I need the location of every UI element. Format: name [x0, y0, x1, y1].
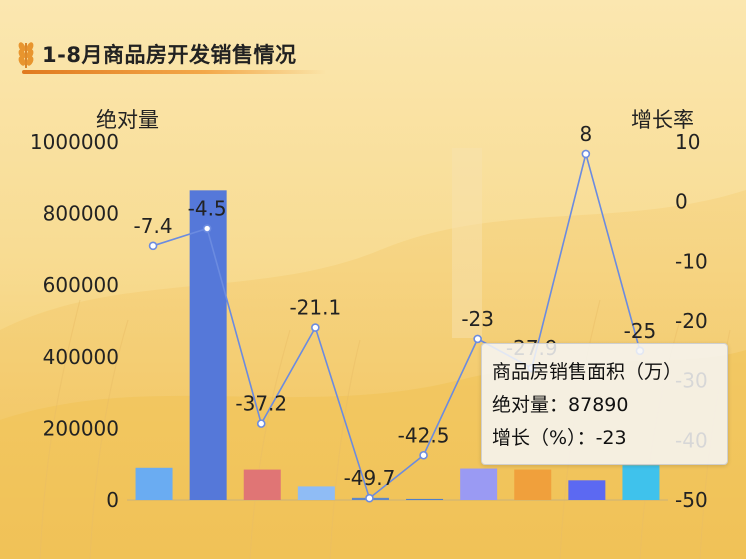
right-tick-label: 0: [675, 190, 688, 214]
growth-point: [365, 493, 374, 503]
left-axis-title: 绝对量: [96, 108, 159, 132]
bar: [297, 486, 335, 500]
left-tick-label: 0: [106, 488, 119, 512]
chart-header: 1-8月商品房开发销售情况: [14, 36, 296, 72]
bar: [243, 469, 281, 500]
growth-line: [152, 150, 641, 500]
bar: [189, 190, 227, 500]
chart-title: 1-8月商品房开发销售情况: [42, 43, 297, 67]
growth-data-label: -42.5: [398, 423, 450, 447]
tooltip-series-name: 商品房销售面积（万）: [492, 361, 683, 383]
growth-point: [311, 323, 320, 332]
bar: [406, 498, 444, 500]
right-tick-label: 10: [675, 130, 700, 154]
growth-point: [148, 241, 158, 251]
tooltip-value-row: 绝对量：87890: [492, 394, 629, 416]
left-tick-label: 200000: [43, 416, 119, 440]
growth-data-label: 8: [579, 122, 592, 146]
bar: [514, 469, 552, 500]
tooltip-growth: -23: [595, 427, 627, 449]
tooltip-growth-row: 增长（%）：-23: [492, 427, 627, 449]
growth-point: [419, 450, 428, 460]
growth-data-label: -7.4: [134, 214, 173, 238]
right-tick-label: -20: [675, 309, 708, 333]
right-tick-label: -10: [675, 249, 708, 273]
right-tick-label: -50: [675, 488, 708, 512]
growth-point: [581, 149, 591, 159]
left-tick-label: 400000: [43, 345, 119, 369]
growth-data-label: -4.5: [188, 197, 227, 221]
growth-data-label: -37.2: [235, 392, 287, 416]
growth-data-label: -25: [624, 319, 657, 343]
tooltip-growth-label: 增长（%）: [492, 427, 577, 449]
data-tooltip: 商品房销售面积（万） 绝对量：87890 增长（%）：-23: [481, 343, 728, 465]
tooltip-value-label: 绝对量: [492, 394, 550, 416]
growth-point: [473, 334, 482, 344]
left-tick-label: 600000: [43, 273, 119, 297]
growth-data-label: -21.1: [289, 296, 341, 320]
growth-point: [202, 224, 212, 233]
bar: [568, 480, 606, 500]
growth-data-label: -49.7: [344, 466, 396, 490]
bar: [460, 468, 498, 500]
tooltip-value: 87890: [568, 394, 629, 416]
left-tick-label: 800000: [43, 202, 119, 226]
right-axis-title: 增长率: [631, 108, 694, 132]
left-tick-label: 1000000: [30, 130, 119, 154]
bar: [622, 465, 660, 500]
growth-data-label: -23: [461, 307, 494, 331]
bar: [135, 467, 173, 500]
wheat-icon: [18, 42, 34, 68]
title-underline: [22, 70, 326, 74]
growth-point: [256, 419, 266, 428]
